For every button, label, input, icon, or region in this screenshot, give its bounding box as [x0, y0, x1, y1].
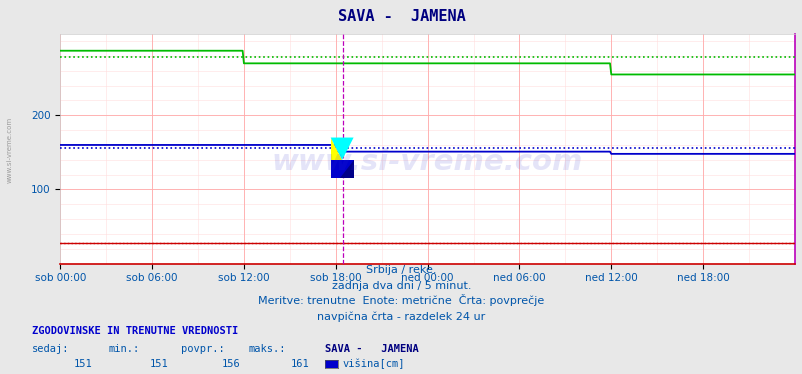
Text: sedaj:: sedaj: — [32, 344, 70, 353]
Text: 161: 161 — [290, 359, 309, 369]
Text: 151: 151 — [150, 359, 168, 369]
Polygon shape — [330, 138, 353, 160]
Text: Srbija / reke.: Srbija / reke. — [366, 265, 436, 275]
Text: navpična črta - razdelek 24 ur: navpična črta - razdelek 24 ur — [317, 312, 485, 322]
Text: www.si-vreme.com: www.si-vreme.com — [272, 148, 582, 177]
Polygon shape — [330, 138, 342, 160]
Text: povpr.:: povpr.: — [180, 344, 224, 353]
Text: maks.:: maks.: — [249, 344, 286, 353]
Bar — [330, 160, 353, 178]
Text: min.:: min.: — [108, 344, 140, 353]
Text: Meritve: trenutne  Enote: metrične  Črta: povprečje: Meritve: trenutne Enote: metrične Črta: … — [258, 294, 544, 306]
Text: 156: 156 — [222, 359, 241, 369]
Text: SAVA -   JAMENA: SAVA - JAMENA — [325, 344, 419, 353]
Text: zadnja dva dni / 5 minut.: zadnja dva dni / 5 minut. — [331, 281, 471, 291]
Text: 151: 151 — [74, 359, 92, 369]
Polygon shape — [339, 160, 353, 178]
Text: višina[cm]: višina[cm] — [342, 359, 405, 369]
Text: ZGODOVINSKE IN TRENUTNE VREDNOSTI: ZGODOVINSKE IN TRENUTNE VREDNOSTI — [32, 326, 238, 335]
Text: SAVA -  JAMENA: SAVA - JAMENA — [337, 9, 465, 24]
Text: www.si-vreme.com: www.si-vreme.com — [6, 117, 13, 183]
